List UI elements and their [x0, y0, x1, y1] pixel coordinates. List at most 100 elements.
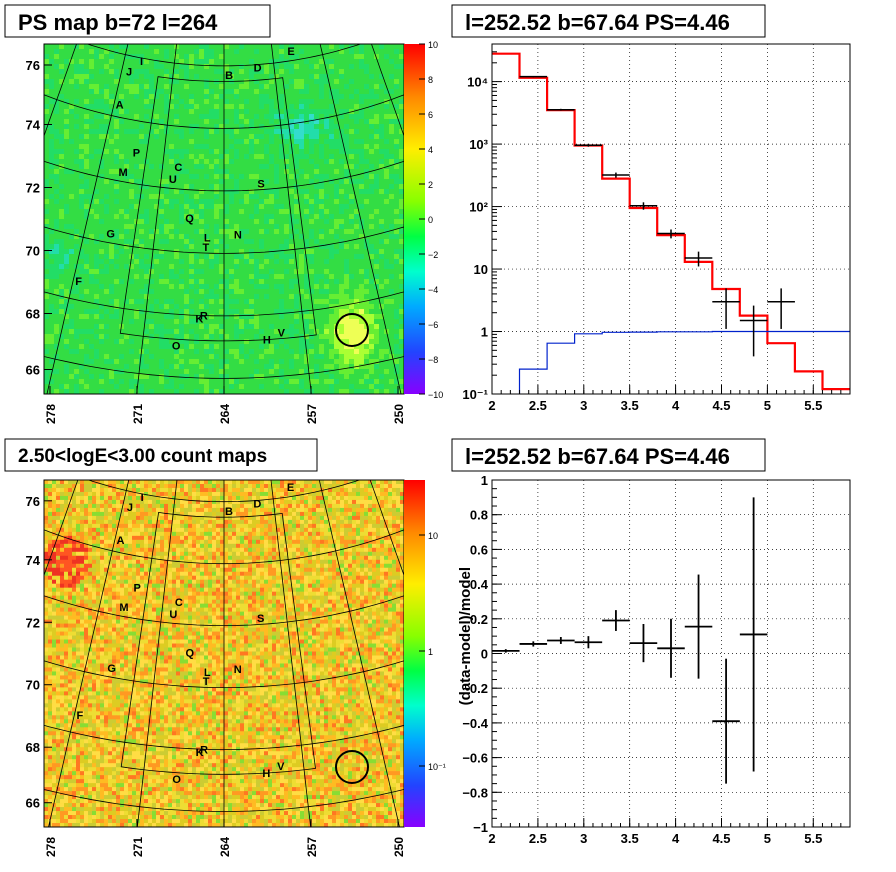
map-cell [354, 84, 360, 90]
map-cell [394, 124, 400, 130]
map-cell [129, 114, 135, 120]
map-cell [204, 364, 210, 370]
map-cell [284, 109, 290, 115]
map-cell [339, 344, 345, 350]
map-cell [364, 194, 370, 200]
map-cell [359, 174, 365, 180]
map-cell [204, 114, 210, 120]
map-cell [359, 99, 365, 105]
map-cell [54, 144, 60, 150]
map-cell [114, 79, 120, 85]
map-cell [64, 229, 70, 235]
map-cell [214, 234, 220, 240]
map-cell [234, 174, 240, 180]
map-cell [139, 284, 145, 290]
map-cell [139, 159, 145, 165]
map-cell [124, 264, 130, 270]
map-cell [59, 109, 65, 115]
map-cell [349, 384, 355, 390]
map-cell [309, 289, 315, 295]
map-cell [54, 234, 60, 240]
map-cell [204, 314, 210, 320]
map-cell [394, 204, 400, 210]
map-cell [249, 89, 255, 95]
map-cell [114, 214, 120, 220]
map-cell [344, 109, 350, 115]
map-cell [174, 339, 180, 345]
map-cell [264, 59, 270, 65]
map-cell [134, 79, 140, 85]
map-cell [204, 219, 210, 225]
map-cell [129, 49, 135, 55]
map-cell [89, 244, 95, 250]
map-cell [249, 139, 255, 145]
map-cell [274, 144, 280, 150]
map-cell [124, 124, 130, 130]
map-cell [79, 264, 85, 270]
map-cell [399, 224, 404, 230]
map-cell [304, 109, 310, 115]
map-cell [139, 304, 145, 310]
map-cell [49, 249, 55, 255]
map-cell [269, 174, 275, 180]
map-cell [214, 239, 220, 245]
map-cell [114, 224, 120, 230]
map-cell [94, 114, 100, 120]
map-cell [234, 169, 240, 175]
map-cell [74, 184, 80, 190]
map-cell [344, 334, 350, 340]
map-cell [369, 194, 375, 200]
map-cell [334, 314, 340, 320]
map-cell [289, 284, 295, 290]
map-cell [339, 244, 345, 250]
map-cell [309, 199, 315, 205]
map-cell [219, 354, 225, 360]
map-cell [354, 44, 360, 50]
map-cell [79, 194, 85, 200]
map-cell [109, 204, 115, 210]
map-cell [324, 269, 330, 275]
map-cell [89, 174, 95, 180]
map-cell [339, 369, 345, 375]
map-cell [364, 219, 370, 225]
map-cell [299, 114, 305, 120]
map-cell [129, 239, 135, 245]
map-cell [249, 294, 255, 300]
map-cell [269, 114, 275, 120]
map-cell [154, 259, 160, 265]
map-cell [204, 44, 210, 50]
map-cell [214, 289, 220, 295]
map-cell [354, 379, 360, 385]
map-cell [269, 149, 275, 155]
map-cell [129, 59, 135, 65]
map-cell [204, 379, 210, 385]
map-cell [119, 304, 125, 310]
map-cell [269, 264, 275, 270]
map-cell [324, 359, 330, 365]
map-cell [104, 84, 110, 90]
map-cell [134, 139, 140, 145]
map-cell [229, 149, 235, 155]
map-cell [54, 84, 60, 90]
map-cell [94, 389, 100, 394]
map-cell [139, 104, 145, 110]
map-cell [144, 129, 150, 135]
map-cell [344, 304, 350, 310]
map-cell [44, 134, 50, 140]
map-cell [189, 89, 195, 95]
map-cell [114, 279, 120, 285]
map-cell [304, 354, 310, 360]
map-cell [74, 59, 80, 65]
map-cell [99, 209, 105, 215]
map-cell [179, 144, 185, 150]
map-cell [69, 224, 75, 230]
map-cell [149, 349, 155, 355]
map-cell [99, 244, 105, 250]
map-cell [234, 214, 240, 220]
map-cell [104, 264, 110, 270]
map-cell [329, 384, 335, 390]
map-cell [329, 79, 335, 85]
map-cell [129, 64, 135, 70]
map-cell [224, 254, 230, 260]
map-cell [74, 354, 80, 360]
